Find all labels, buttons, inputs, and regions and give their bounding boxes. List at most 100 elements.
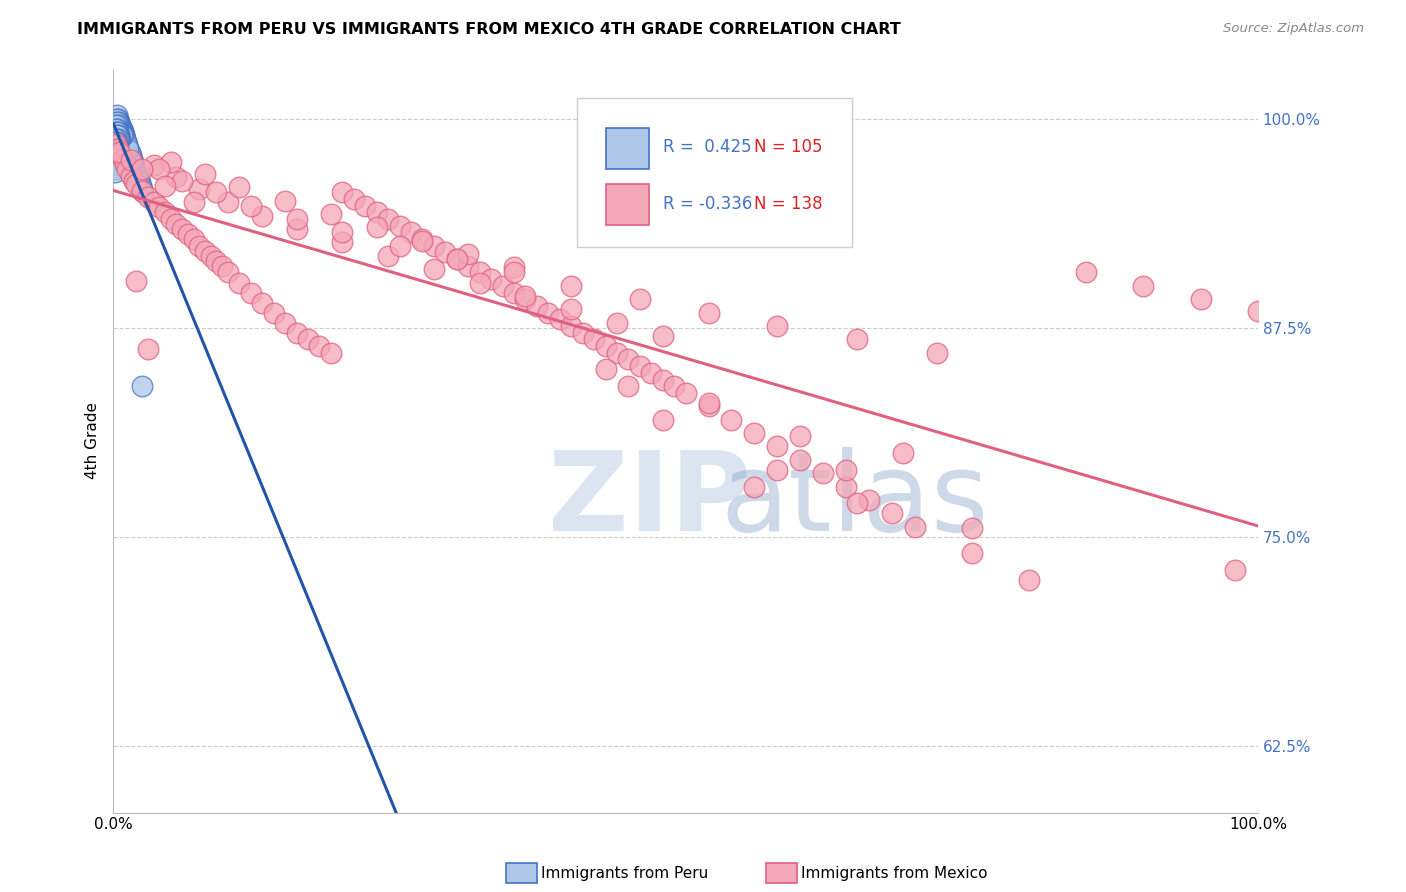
Point [858, 492, 880, 507]
Point [112, 142, 135, 156]
Point [159, 212, 181, 227]
Point [104, 136, 127, 151]
Point [332, 235, 354, 250]
Point [457, 259, 479, 273]
Point [110, 142, 132, 156]
Text: atlas: atlas [720, 447, 988, 554]
Point [651, 372, 673, 386]
Point [104, 132, 127, 146]
Point [515, 289, 537, 303]
Point [115, 161, 138, 176]
Point [720, 412, 742, 426]
Point [228, 180, 250, 194]
Point [697, 305, 720, 319]
Point [252, 209, 274, 223]
Point [766, 439, 789, 453]
Text: Immigrants from Mexico: Immigrants from Mexico [801, 866, 988, 880]
Point [110, 125, 132, 139]
Point [110, 132, 132, 146]
Point [697, 399, 720, 413]
Point [107, 121, 129, 136]
Point [1018, 573, 1040, 587]
Point [319, 345, 342, 359]
Point [617, 379, 640, 393]
Point [651, 329, 673, 343]
Point [411, 234, 433, 248]
Point [131, 184, 153, 198]
Point [108, 145, 131, 160]
Point [110, 121, 132, 136]
Point [1076, 265, 1098, 279]
Point [548, 312, 571, 326]
Point [111, 125, 134, 139]
Point [846, 496, 869, 510]
Point [165, 170, 187, 185]
Point [366, 205, 388, 219]
Point [491, 278, 513, 293]
Point [789, 452, 811, 467]
Point [118, 152, 141, 166]
Point [104, 136, 127, 151]
Point [766, 463, 789, 477]
Point [110, 125, 132, 139]
Point [110, 132, 132, 146]
Point [811, 466, 834, 480]
Point [789, 429, 811, 443]
Point [112, 128, 135, 143]
Point [110, 125, 132, 139]
Point [211, 259, 233, 273]
Point [110, 121, 132, 136]
Point [104, 165, 127, 179]
Point [194, 244, 217, 258]
Point [104, 119, 127, 133]
Point [165, 217, 187, 231]
Point [148, 161, 170, 176]
Point [112, 128, 135, 143]
Point [104, 148, 127, 162]
Point [285, 222, 308, 236]
Point [142, 159, 165, 173]
Text: R =  0.425: R = 0.425 [662, 137, 751, 155]
Point [112, 135, 135, 149]
Point [122, 159, 145, 173]
Point [697, 396, 720, 410]
Point [606, 345, 628, 359]
Point [118, 145, 141, 160]
Point [468, 276, 491, 290]
Point [142, 195, 165, 210]
Point [194, 167, 217, 181]
Point [108, 115, 131, 129]
Point [880, 506, 903, 520]
Point [153, 178, 176, 193]
Point [115, 142, 138, 156]
Point [110, 146, 132, 161]
Point [332, 186, 354, 200]
Point [131, 182, 153, 196]
Point [172, 222, 194, 236]
Point [104, 142, 127, 156]
Point [188, 239, 211, 253]
Point [115, 135, 138, 149]
Point [104, 135, 127, 149]
Text: ZIP: ZIP [548, 447, 752, 554]
Point [744, 479, 766, 493]
Point [107, 119, 129, 133]
Point [110, 128, 132, 143]
Point [110, 128, 132, 143]
Point [239, 199, 262, 213]
Point [388, 239, 411, 253]
Point [107, 132, 129, 146]
Point [560, 318, 582, 333]
Y-axis label: 4th Grade: 4th Grade [86, 402, 100, 479]
Point [177, 227, 200, 241]
Point [434, 245, 457, 260]
Point [960, 521, 983, 535]
Text: R = -0.336: R = -0.336 [662, 195, 752, 213]
Point [606, 316, 628, 330]
Point [110, 119, 132, 133]
Point [115, 135, 138, 149]
Point [560, 302, 582, 317]
Point [205, 186, 228, 200]
FancyBboxPatch shape [606, 184, 650, 225]
Point [560, 278, 582, 293]
